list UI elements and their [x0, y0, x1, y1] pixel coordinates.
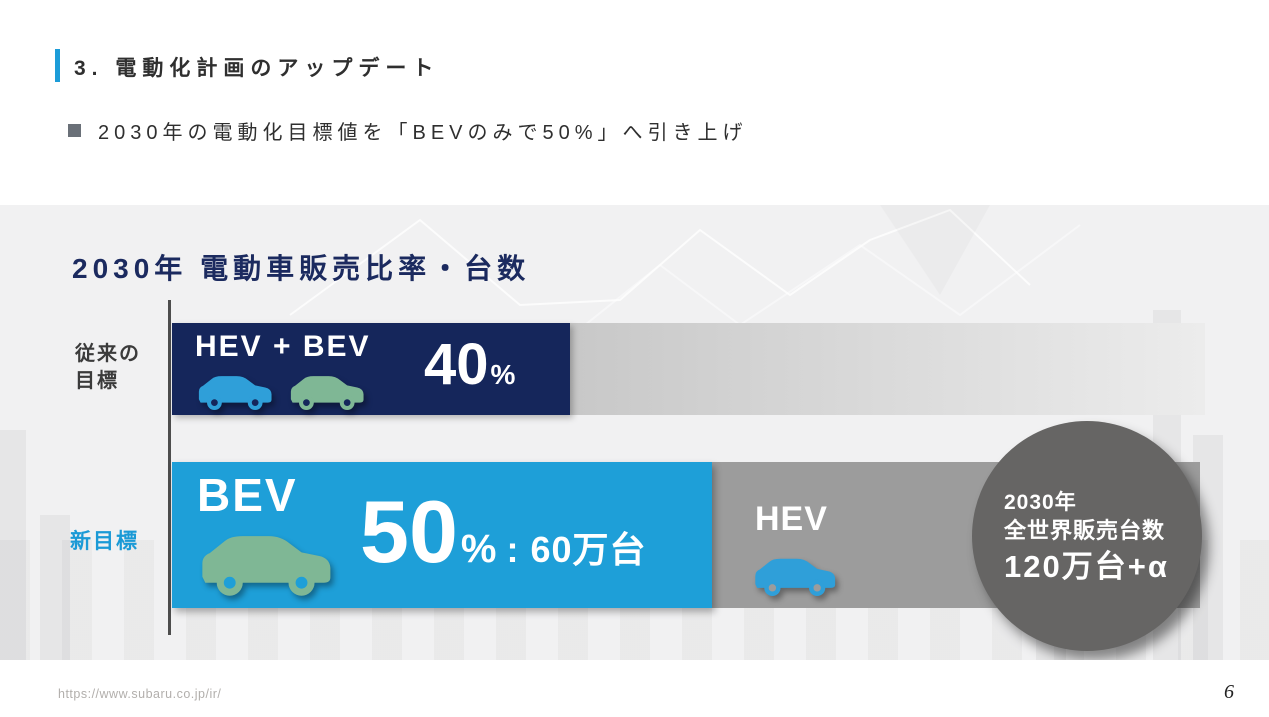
hev-car-icon: [755, 558, 836, 596]
chart-panel: 2030年 電動車販売比率・台数 従来の 目標 HEV + BEV: [0, 205, 1269, 660]
bar-hev-bev-label: HEV + BEV: [195, 330, 371, 363]
chart-title: 2030年 電動車販売比率・台数: [72, 253, 531, 284]
total-sales-year: 2030年: [1004, 491, 1077, 514]
bar-bev-label: BEV: [197, 469, 298, 521]
category-label-new: 新目標: [70, 530, 139, 553]
footer-url: https://www.subaru.co.jp/ir/: [58, 687, 222, 701]
category-label-previous: 従来の 目標: [75, 341, 141, 395]
total-sales-caption: 全世界販売台数: [1004, 518, 1166, 543]
value-new: 50 % : 60万台: [360, 462, 647, 602]
total-sales-value: 120万台+α: [1004, 549, 1169, 584]
total-sales-text: 2030年 全世界販売台数 120万台+α: [1004, 489, 1169, 588]
bullet-row: 2030年の電動化目標値を「BEVのみで50%」へ引き上げ: [68, 116, 748, 145]
value-new-unit: %: [460, 527, 497, 571]
chart-axis-line: [168, 300, 171, 635]
value-previous-unit: %: [490, 359, 516, 390]
value-new-number: 50: [360, 482, 458, 581]
background-bar: [0, 430, 26, 660]
category-label-previous-line1: 従来の: [75, 343, 141, 365]
title-accent-bar: [55, 49, 60, 82]
background-line-pattern: [289, 208, 1081, 346]
total-sales-circle: 2030年 全世界販売台数 120万台+α: [972, 421, 1202, 651]
section-title: 3. 電動化計画のアップデート: [74, 57, 440, 80]
bev-car-icon: [290, 376, 364, 410]
value-previous: 40 %: [424, 336, 515, 394]
bar-bev: BEV 50 % : 60万台: [172, 462, 712, 608]
bullet-square-icon: [68, 124, 81, 137]
value-new-suffix: : 60万台: [506, 529, 647, 570]
bullet-text: 2030年の電動化目標値を「BEVのみで50%」へ引き上げ: [98, 122, 748, 144]
value-previous-number: 40: [424, 332, 489, 397]
hev-car-icon: [198, 376, 272, 410]
page-number: 6: [1224, 681, 1234, 703]
bar-hev-label: HEV: [755, 500, 828, 538]
bev-car-icon: [202, 536, 331, 596]
background-bar: [40, 515, 70, 660]
bar-hev-bev: HEV + BEV 40 %: [172, 323, 570, 415]
category-label-previous-line2: 目標: [75, 370, 119, 392]
